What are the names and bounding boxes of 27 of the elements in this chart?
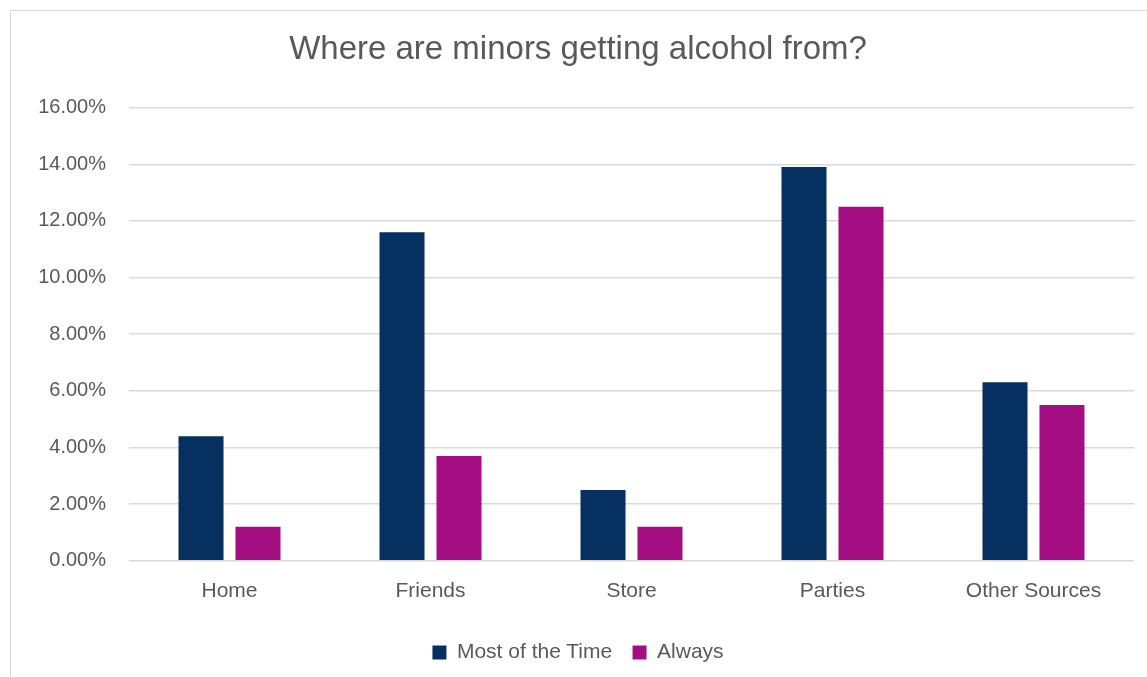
bar: [379, 232, 425, 561]
y-tick-label: 8.00%: [49, 321, 107, 344]
bar: [838, 206, 884, 561]
legend-label: Most of the Time: [456, 639, 613, 663]
x-tick-label: Friends: [395, 578, 466, 602]
y-tick-label: 4.00%: [49, 435, 107, 458]
y-tick-label: 6.00%: [49, 378, 107, 401]
x-tick-label: Other Sources: [965, 578, 1102, 602]
bar: [982, 382, 1028, 561]
bar: [235, 526, 281, 561]
bar: [637, 526, 683, 561]
chart-title: Where are minors getting alcohol from?: [289, 28, 867, 66]
y-tick-label: 16.00%: [38, 95, 107, 118]
y-tick-label: 0.00%: [49, 548, 107, 571]
y-tick-label: 14.00%: [38, 151, 107, 174]
y-tick-label: 12.00%: [38, 208, 107, 231]
bar: [781, 167, 827, 561]
bar: [436, 456, 482, 561]
bar: [178, 436, 224, 561]
bar: [1039, 405, 1085, 561]
x-tick-label: Home: [201, 578, 258, 602]
y-tick-label: 2.00%: [49, 491, 107, 514]
legend-label: Always: [657, 639, 724, 663]
y-tick-label: 10.00%: [38, 265, 107, 288]
x-tick-label: Store: [606, 578, 657, 602]
x-tick-label: Parties: [799, 578, 866, 602]
bar: [580, 489, 626, 561]
